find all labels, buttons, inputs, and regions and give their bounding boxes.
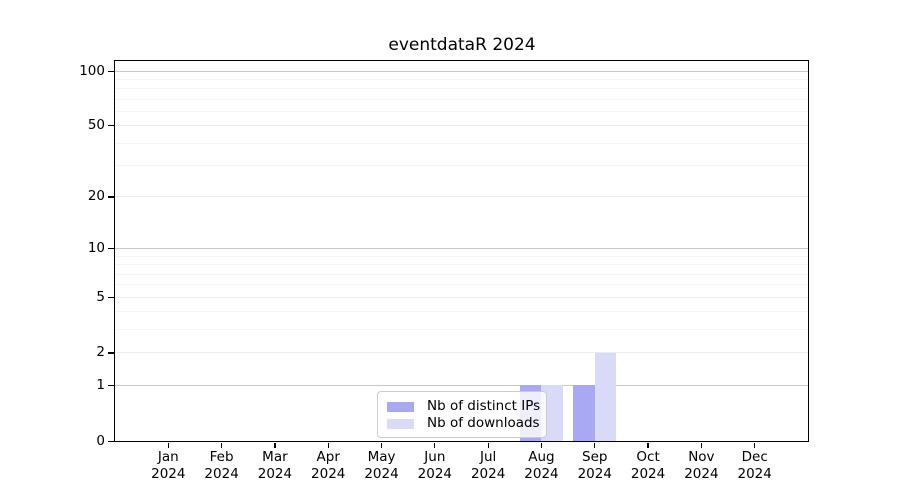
gridline-10 [115,248,808,250]
downloads-swatch-icon [387,418,414,429]
minor-gridline-3 [115,329,808,331]
x-tick-apr [327,442,329,448]
x-tick-nov [700,442,702,448]
minor-gridline-4 [115,311,808,313]
minor-gridline-90 [115,78,808,80]
y-tick-5 [107,296,114,299]
y-tick-20 [107,196,114,198]
gridline-5 [115,296,808,298]
y-tick-label-5: 5 [96,288,105,305]
minor-gridline-60 [115,110,808,112]
minor-gridline-9 [115,255,808,257]
gridline-100 [115,70,808,72]
y-tick-100 [107,70,114,72]
x-tick-dec [754,442,756,448]
x-tick-label-dec: Dec 2024 [737,449,772,482]
gridline-2 [115,352,808,354]
y-tick-label-50: 50 [87,117,105,134]
minor-gridline-8 [115,264,808,266]
x-tick-jul [487,442,489,448]
y-tick-label-0: 0 [96,432,105,449]
x-tick-label-oct: Oct 2024 [630,449,666,482]
x-tick-sep [594,442,596,448]
x-tick-label-apr: Apr 2024 [311,449,346,482]
legend-item-downloads: Nb of downloads [387,415,540,432]
x-tick-oct [647,442,649,448]
x-tick-label-aug: Aug 2024 [524,449,559,482]
y-tick-10 [107,248,114,250]
legend: Nb of distinct IPs Nb of downloads [377,391,547,438]
x-tick-feb [221,442,223,448]
x-tick-label-feb: Feb 2024 [204,449,239,482]
minor-gridline-30 [115,165,808,167]
gridline-1 [115,384,808,386]
minor-gridline-40 [115,142,808,144]
x-tick-label-may: May 2024 [364,449,399,482]
y-tick-50 [107,125,114,127]
x-tick-mar [274,442,276,448]
plot-area: 0 1 2 5 10 20 50 100 Jan 2024 Feb 2024 Mar 2024 Apr… [79,60,809,482]
distinct-ips-swatch-icon [387,401,414,412]
y-tick-label-10: 10 [87,240,105,257]
y-tick-1 [107,384,114,387]
x-tick-jun [434,442,436,448]
x-tick-label-mar: Mar 2024 [257,449,293,482]
x-tick-label-sep: Sep 2024 [577,449,612,482]
x-tick-may [380,442,383,448]
bar-distinct-ips-sep [573,385,595,441]
bar-downloads-sep [594,352,617,441]
gridline-50 [115,125,808,127]
legend-label-downloads: Nb of downloads [427,415,540,431]
minor-gridline-70 [115,98,808,100]
x-tick-label-jan: Jan 2024 [151,449,186,482]
x-tick-label-jul: Jul 2024 [470,449,506,482]
x-tick-jan [167,442,169,448]
legend-label-distinct-ips: Nb of distinct IPs [427,398,541,414]
y-tick-2 [107,352,114,354]
y-tick-label-1: 1 [96,376,105,393]
minor-gridline-7 [115,273,808,275]
x-tick-label-jun: Jun 2024 [417,449,453,482]
minor-gridline-6 [115,284,808,286]
y-tick-label-2: 2 [96,344,105,361]
y-tick-label-100: 100 [79,62,105,79]
minor-gridline-80 [115,88,808,90]
y-tick-0 [107,440,114,442]
chart-title: eventdataR 2024 [388,35,536,55]
gridline-20 [115,196,808,198]
y-tick-label-20: 20 [87,188,105,205]
x-tick-aug [540,442,543,448]
legend-item-distinct-ips: Nb of distinct IPs [387,398,541,415]
x-tick-label-nov: Nov 2024 [684,449,719,482]
